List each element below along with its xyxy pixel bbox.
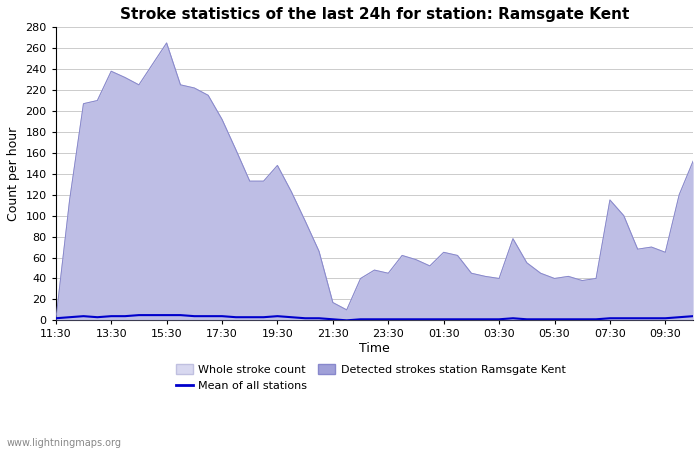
X-axis label: Time: Time [359, 342, 390, 355]
Title: Stroke statistics of the last 24h for station: Ramsgate Kent: Stroke statistics of the last 24h for st… [120, 7, 629, 22]
Legend: Whole stroke count, Mean of all stations, Detected strokes station Ramsgate Kent: Whole stroke count, Mean of all stations… [176, 364, 566, 391]
Text: www.lightningmaps.org: www.lightningmaps.org [7, 438, 122, 448]
Y-axis label: Count per hour: Count per hour [7, 127, 20, 221]
